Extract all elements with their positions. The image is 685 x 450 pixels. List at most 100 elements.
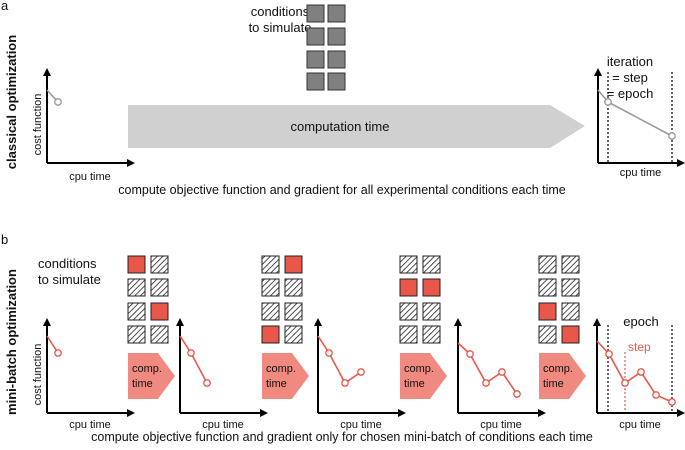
unselected-condition-square [150,255,169,274]
computation-time-label: computation time [291,119,390,134]
unselected-condition-square [127,325,146,344]
cost-plot-end: cpu time [594,68,685,179]
comp-time-label: time [266,378,287,390]
conditions-grid [306,4,346,91]
conditions-label-line2: to simulate [38,272,101,287]
condition-square [327,72,346,91]
mini-batch-grid [127,255,169,344]
unselected-condition-square [561,278,580,297]
computation-time-arrow [128,105,585,148]
mini-batch-grid [261,255,303,344]
iteration-point [637,368,645,376]
step-label: step [628,340,651,354]
mini-batch-grid [538,255,580,344]
x-axis-label: cpu time [340,419,382,431]
x-axis-label: cpu time [69,171,111,183]
x-axis-label: cpu time [619,419,661,431]
selected-condition-square [127,255,146,274]
cost-plot-start: cpu time cost function [32,68,135,183]
panel-b-label: b [1,232,8,247]
condition-square [306,72,325,91]
unselected-condition-square [538,255,557,274]
cost-plot: cpu time [454,318,546,431]
cost-plot: cpu time [314,318,406,431]
comp-time-label: comp. [266,363,296,375]
y-axis-label: cost function [32,344,44,406]
iteration-point [605,350,613,358]
annotation-epoch: = epoch [607,86,654,101]
unselected-condition-square [284,302,303,321]
x-axis-label: cpu time [69,419,111,431]
cost-plot: cpu time [593,318,685,431]
panel-a-caption: compute objective function and gradient … [118,183,566,197]
selected-condition-square [561,325,580,344]
annotation-step: = step [612,70,648,85]
y-axis-label: cost function [32,94,44,156]
epoch-label: epoch [623,314,658,329]
comp-time-label: time [543,378,564,390]
unselected-condition-square [150,325,169,344]
cost-curve [317,335,362,385]
comp-time-arrow: comp. time [128,353,175,399]
iteration-point [482,379,490,387]
unselected-condition-square [261,278,280,297]
selected-condition-square [150,302,169,321]
mini-batch-grid [399,255,441,344]
selected-condition-square [284,255,303,274]
comp-time-label: time [404,378,425,390]
condition-square [306,4,325,23]
panel-b-caption: compute objective function and gradient … [91,430,593,444]
condition-square [327,27,346,46]
condition-square [306,50,325,69]
unselected-condition-square [422,325,441,344]
panel-b-title: mini-batch optimization [4,269,19,415]
selected-condition-square [261,325,280,344]
iteration-point [54,98,62,106]
comp-time-label: comp. [543,363,573,375]
cost-plot: cpu time [176,318,268,431]
unselected-condition-square [538,278,557,297]
unselected-condition-square [422,302,441,321]
unselected-condition-square [261,255,280,274]
x-axis-label: cpu time [620,167,662,179]
comp-time-arrow-shape [262,353,309,399]
cost-plot: cpu time cost function [32,318,135,431]
panel-a-label: a [1,0,9,13]
iteration-point [341,379,349,387]
unselected-condition-square [284,325,303,344]
unselected-condition-square [127,278,146,297]
iteration-point [621,379,629,387]
iteration-point [652,391,660,399]
iteration-point [466,350,474,358]
comp-time-arrow: comp. time [539,353,586,399]
comp-time-arrow-shape [539,353,586,399]
unselected-condition-square [150,278,169,297]
unselected-condition-square [561,255,580,274]
iteration-point [498,368,506,376]
unselected-condition-square [261,302,280,321]
unselected-condition-square [561,302,580,321]
comp-time-arrow: comp. time [400,353,447,399]
condition-square [327,4,346,23]
iteration-point [668,132,676,140]
conditions-label-line1: conditions [38,256,97,271]
comp-time-label: comp. [404,363,434,375]
unselected-condition-square [399,255,418,274]
iteration-point [54,349,62,357]
iteration-point [203,379,211,387]
condition-square [327,50,346,69]
annotation-iteration: iteration [607,54,653,69]
x-axis-label: cpu time [202,419,244,431]
iteration-point [604,98,612,106]
unselected-condition-square [422,255,441,274]
unselected-condition-square [399,325,418,344]
unselected-condition-square [399,302,418,321]
iteration-point [357,368,365,376]
x-axis-label: cpu time [480,419,522,431]
condition-square [306,27,325,46]
comp-time-arrow-shape [128,353,175,399]
conditions-label-line2: to simulate [249,20,312,35]
selected-condition-square [422,278,441,297]
